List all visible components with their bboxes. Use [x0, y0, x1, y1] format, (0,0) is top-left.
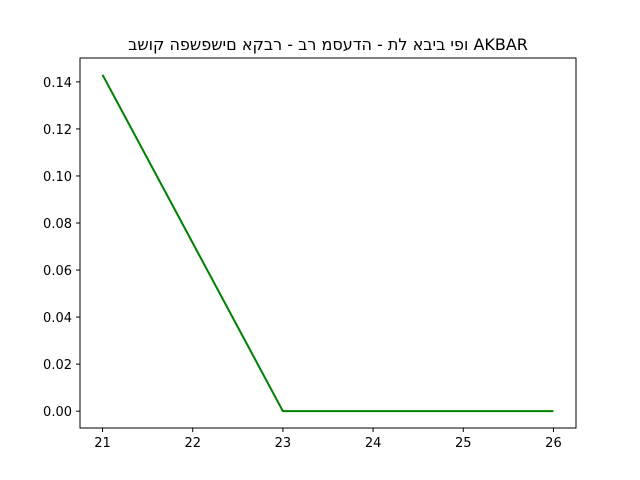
x-tick-label: 24 — [365, 436, 382, 451]
chart-title: ופי ביבא לת - הדעסמ רב - רבקא םישפשפה קו… — [128, 35, 528, 54]
y-tick-label: 0.06 — [43, 264, 72, 279]
y-tick-label: 0.08 — [43, 217, 72, 232]
y-axis: 0.00 0.02 0.04 0.06 0.08 0.10 0.12 0.14 — [43, 76, 80, 420]
plot-area — [101, 74, 554, 413]
y-tick-label: 0.04 — [43, 311, 72, 326]
x-tick-label: 23 — [275, 436, 292, 451]
y-tick-label: 0.14 — [43, 76, 72, 91]
x-tick-label: 26 — [545, 436, 562, 451]
x-tick-label: 22 — [184, 436, 201, 451]
axes-frame — [79, 57, 577, 429]
x-tick-label: 21 — [94, 436, 111, 451]
y-tick-label: 0.02 — [43, 358, 72, 373]
x-axis: 21 22 23 24 25 26 — [94, 428, 562, 451]
y-tick-label: 0.00 — [43, 405, 72, 420]
series-line — [101, 74, 554, 413]
y-tick-label: 0.12 — [43, 123, 72, 138]
y-tick-label: 0.10 — [43, 170, 72, 185]
x-tick-label: 25 — [455, 436, 472, 451]
